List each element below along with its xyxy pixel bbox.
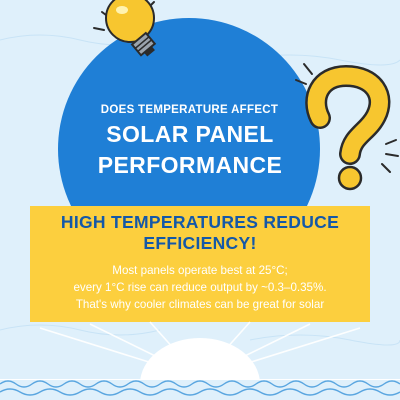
callout-body-line-1: Most panels operate best at 25°C;: [112, 264, 288, 277]
page-title: SOLAR PANEL PERFORMANCE: [70, 119, 310, 181]
callout-heading-line-1: HIGH TEMPERATURES REDUCE: [60, 212, 340, 232]
callout-heading: HIGH TEMPERATURES REDUCE EFFICIENCY!: [30, 212, 370, 254]
callout-heading-line-2: EFFICIENCY!: [143, 233, 257, 253]
title-line-1: SOLAR PANEL: [106, 121, 274, 147]
callout-body-line-3: That's why cooler climates can be great …: [75, 298, 325, 311]
callout-body-line-2: every 1°C rise can reduce output by ~0.3…: [73, 281, 327, 294]
callout-body: Most panels operate best at 25°C; every …: [30, 262, 370, 313]
title-line-2: PERFORMANCE: [97, 152, 283, 178]
lightbulb-icon: [93, 0, 157, 57]
waves-decoration: [0, 380, 400, 400]
callout-box: [30, 206, 370, 322]
question-mark-icon: [295, 63, 399, 191]
subtitle: DOES TEMPERATURE AFFECT: [100, 104, 279, 116]
